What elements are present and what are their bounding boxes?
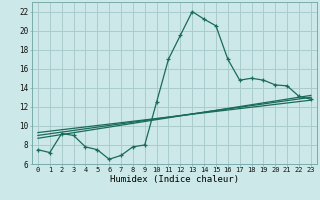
X-axis label: Humidex (Indice chaleur): Humidex (Indice chaleur): [110, 175, 239, 184]
